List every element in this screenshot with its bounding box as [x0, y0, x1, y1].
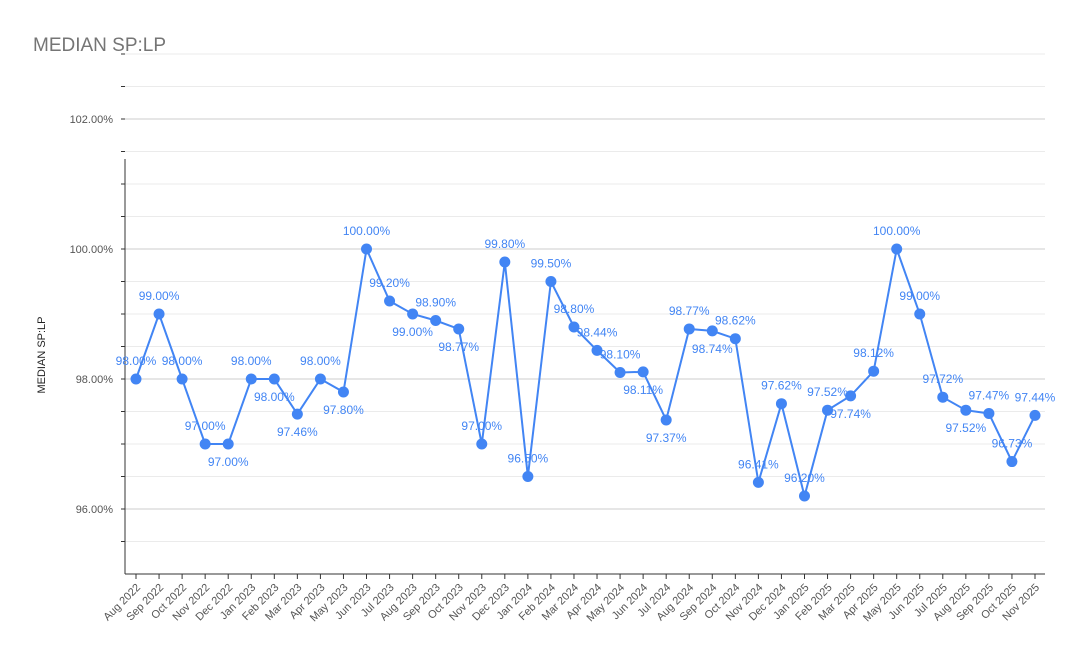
data-point	[960, 404, 972, 416]
data-label: 98.77%	[438, 340, 479, 354]
data-label: 99.20%	[369, 276, 410, 290]
data-label: 100.00%	[873, 224, 921, 238]
data-label: 97.74%	[830, 407, 871, 421]
data-label: 97.72%	[922, 372, 963, 386]
data-label: 98.11%	[623, 383, 663, 397]
data-label: 97.44%	[1015, 390, 1056, 404]
data-label: 98.77%	[669, 304, 710, 318]
data-point	[314, 373, 326, 385]
data-point	[430, 315, 442, 326]
data-point	[476, 438, 488, 450]
data-label: 98.62%	[715, 314, 756, 328]
data-point	[545, 276, 557, 287]
data-label: 98.00%	[300, 354, 341, 368]
data-point	[1006, 456, 1018, 468]
data-label: 97.00%	[461, 419, 502, 433]
data-label: 98.00%	[116, 354, 157, 368]
data-label: 99.50%	[531, 257, 572, 271]
chart-title: MEDIAN SP:LP	[33, 35, 167, 56]
data-label: 98.10%	[600, 348, 641, 362]
data-point	[591, 344, 603, 356]
data-label: 97.47%	[969, 388, 1010, 402]
data-point	[798, 490, 810, 502]
y-tick-label: 96.00%	[76, 504, 114, 516]
data-label: 99.00%	[139, 289, 180, 303]
y-tick-label: 100.00%	[70, 244, 114, 256]
data-label: 98.80%	[554, 302, 595, 316]
data-point	[361, 243, 373, 255]
data-label: 97.00%	[208, 455, 249, 469]
data-label: 96.20%	[784, 471, 825, 485]
data-label: 99.00%	[392, 325, 433, 339]
data-label: 96.73%	[992, 437, 1033, 451]
data-point	[683, 323, 695, 335]
data-label: 96.41%	[738, 457, 779, 471]
y-axis-label: MEDIAN SP:LP	[36, 316, 48, 393]
data-point	[499, 256, 511, 268]
data-label: 96.50%	[508, 452, 549, 466]
data-point	[568, 321, 580, 333]
data-label: 97.62%	[761, 379, 802, 393]
data-point	[729, 333, 741, 345]
data-label: 98.74%	[692, 342, 733, 356]
data-point	[822, 404, 834, 416]
data-label: 97.00%	[185, 419, 226, 433]
data-label: 98.90%	[415, 296, 456, 310]
data-point	[614, 367, 626, 378]
data-label: 98.00%	[231, 354, 272, 368]
data-label: 97.37%	[646, 431, 687, 445]
data-point	[752, 476, 764, 488]
data-point	[153, 308, 165, 320]
data-point	[1029, 409, 1041, 421]
data-point	[775, 398, 787, 410]
data-label: 98.44%	[577, 325, 618, 339]
data-point	[222, 438, 234, 450]
data-point	[868, 365, 880, 377]
y-tick-label: 102.00%	[70, 114, 114, 126]
data-point	[130, 373, 142, 385]
data-point	[176, 373, 188, 385]
data-label: 97.46%	[277, 425, 318, 439]
data-point	[337, 386, 349, 398]
data-point	[914, 308, 926, 320]
data-point	[937, 391, 949, 403]
series-line	[135, 245, 1036, 500]
data-point	[983, 407, 995, 419]
data-label: 99.00%	[899, 289, 940, 303]
data-label: 99.80%	[484, 237, 525, 251]
data-point	[268, 373, 280, 385]
data-point	[199, 438, 211, 450]
data-point	[660, 414, 672, 426]
data-point	[522, 471, 534, 482]
data-point	[245, 373, 257, 385]
data-label: 97.80%	[323, 403, 364, 417]
data-point	[291, 408, 303, 420]
data-label: 97.52%	[945, 421, 986, 435]
data-label: 98.00%	[254, 390, 295, 404]
y-tick-label: 98.00%	[76, 374, 114, 386]
data-point	[637, 366, 649, 378]
data-point	[407, 308, 419, 320]
data-label: 97.52%	[807, 385, 848, 399]
data-point	[845, 390, 857, 402]
data-point	[706, 325, 718, 337]
data-point	[384, 295, 396, 307]
data-label: 98.12%	[853, 346, 894, 360]
data-point	[453, 323, 465, 335]
data-label: 100.00%	[343, 224, 391, 238]
data-point	[891, 243, 903, 255]
data-label: 98.00%	[162, 354, 203, 368]
